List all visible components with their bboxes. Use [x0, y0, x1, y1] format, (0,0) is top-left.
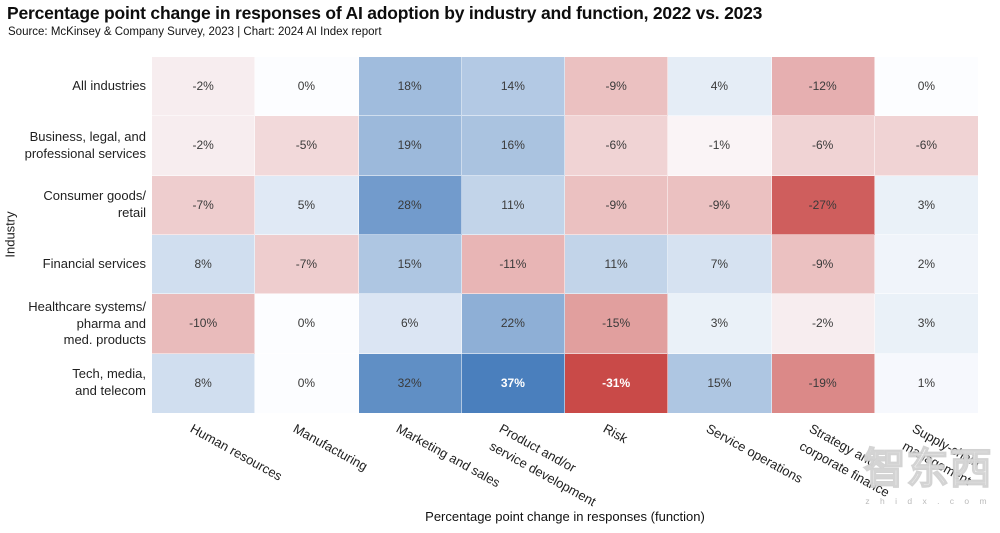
heatmap-cell: 4% [668, 57, 772, 117]
heatmap-cell: -2% [152, 116, 256, 176]
column-label: Strategy and corporate finance [797, 420, 893, 501]
heatmap-cell: -7% [255, 234, 359, 295]
heatmap-cell: 14% [461, 57, 565, 117]
heatmap-cell: 3% [874, 294, 978, 354]
heatmap-cell: -12% [771, 57, 875, 117]
heatmap-cell: 0% [255, 294, 359, 354]
heatmap-cell: -6% [565, 116, 669, 176]
heatmap-cell: -11% [461, 234, 565, 295]
heatmap-cell: 3% [874, 175, 978, 235]
heatmap-cell: -9% [565, 175, 669, 235]
heatmap-cell: 11% [565, 234, 669, 295]
column-label: Service operations [703, 420, 806, 487]
column-label: Risk [600, 420, 630, 447]
heatmap-cell: -19% [771, 353, 875, 413]
row-label: Tech, media, and telecom [72, 366, 146, 399]
heatmap-cell: -15% [565, 294, 669, 354]
heatmap-cell: 28% [358, 175, 462, 235]
heatmap-cell: 18% [358, 57, 462, 117]
heatmap-cell: 16% [461, 116, 565, 176]
heatmap-cell: -10% [152, 294, 256, 354]
heatmap-cell: 8% [152, 234, 256, 295]
heatmap-cell: 0% [874, 57, 978, 117]
heatmap-cell: -31% [565, 353, 669, 413]
chart-title: Percentage point change in responses of … [7, 3, 763, 23]
heatmap-cell: 5% [255, 175, 359, 235]
heatmap-cell: 32% [358, 353, 462, 413]
column-label: Human resources [187, 420, 285, 484]
heatmap-cell: 1% [874, 353, 978, 413]
heatmap-cell: 7% [668, 234, 772, 295]
column-label: Supply-chain management [900, 420, 984, 489]
heatmap-cell: -9% [565, 57, 669, 117]
heatmap-cell: 15% [668, 353, 772, 413]
heatmap-cell: 37% [461, 353, 565, 413]
x-axis-title: Percentage point change in responses (fu… [425, 509, 705, 524]
heatmap-cell: 0% [255, 57, 359, 117]
heatmap-cell: -5% [255, 116, 359, 176]
heatmap-cell: 15% [358, 234, 462, 295]
heatmap-cell: -6% [874, 116, 978, 176]
y-axis-labels: All industries Business, legal, and profe… [0, 57, 146, 413]
row-label: Business, legal, and professional servic… [24, 129, 146, 161]
heatmap-cell: -7% [152, 175, 256, 235]
heatmap-cell: -2% [152, 57, 256, 117]
heatmap-cell: 8% [152, 353, 256, 413]
heatmap-cell: -6% [771, 116, 875, 176]
heatmap-cell: 11% [461, 175, 565, 235]
heatmap-cell: 22% [461, 294, 565, 354]
row-label: Financial services [42, 256, 146, 272]
heatmap-grid: -2% 0% 18% 14% -9% 4% -12% 0% -2% -5% 19% 16% -6% -1%… [152, 57, 978, 413]
heatmap-cell: -9% [668, 175, 772, 235]
heatmap-cell: 6% [358, 294, 462, 354]
chart-source-note: Source: McKinsey & Company Survey, 2023 … [8, 26, 382, 38]
heatmap-cell: 3% [668, 294, 772, 354]
heatmap-cell: 2% [874, 234, 978, 295]
column-label: Product and/or service development [487, 420, 599, 510]
heatmap-cell: 19% [358, 116, 462, 176]
column-label: Marketing and sales [393, 420, 503, 491]
heatmap-cell: -1% [668, 116, 772, 176]
row-label: All industries [72, 78, 146, 94]
column-label: Manufacturing [290, 420, 370, 474]
heatmap-cell: -9% [771, 234, 875, 295]
row-label: Consumer goods/ retail [43, 188, 146, 221]
heatmap-cell: 0% [255, 353, 359, 413]
row-label: Healthcare systems/ pharma and med. prod… [28, 298, 146, 348]
heatmap-cell: -27% [771, 175, 875, 235]
heatmap-cell: -2% [771, 294, 875, 354]
